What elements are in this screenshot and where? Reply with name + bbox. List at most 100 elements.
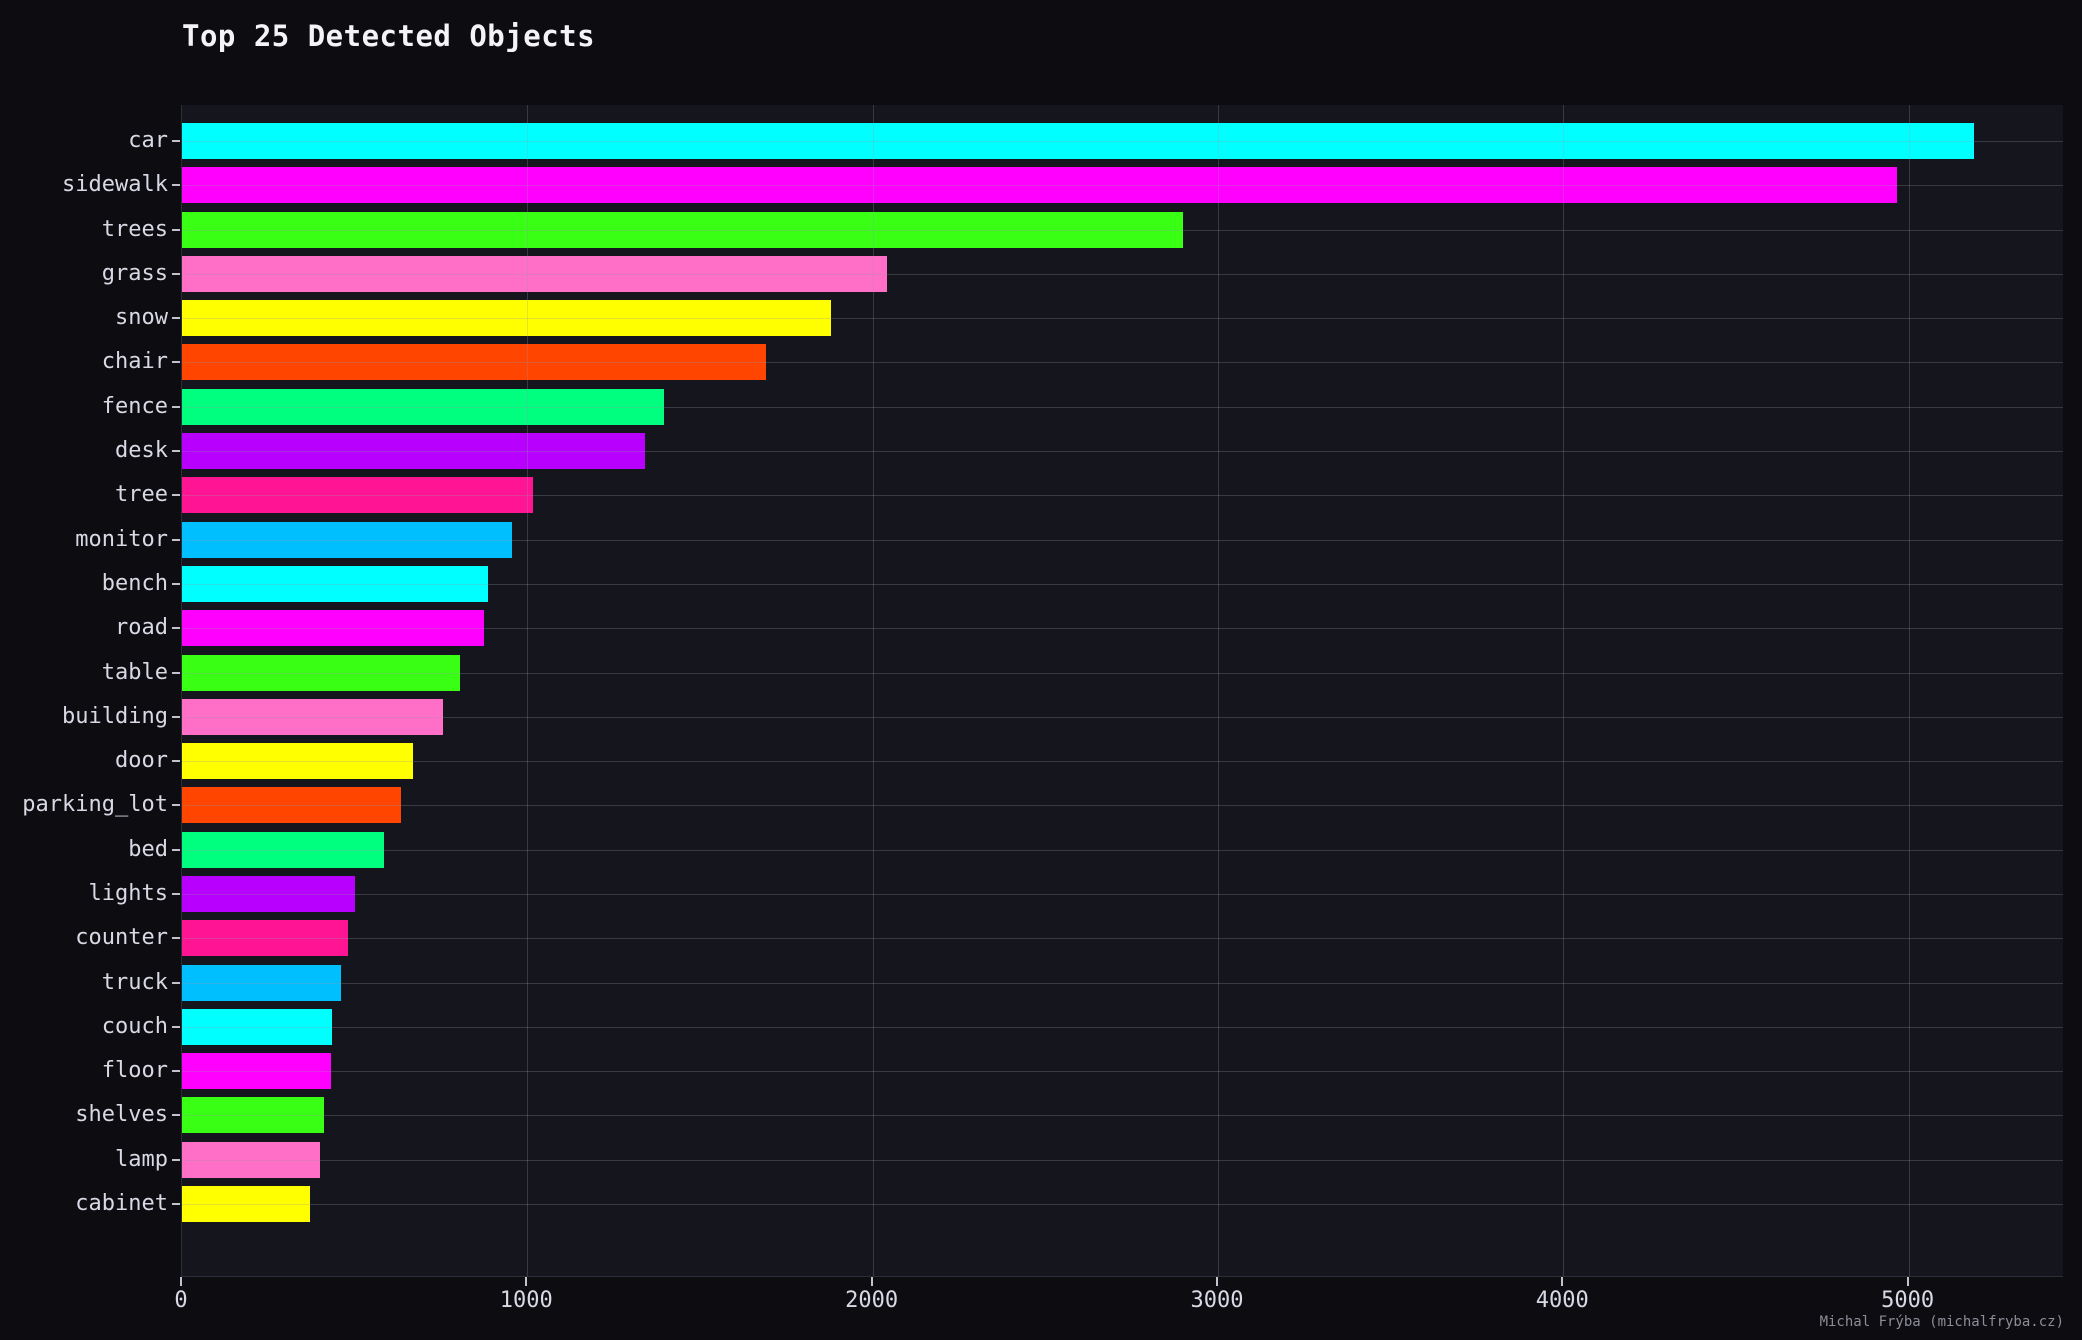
y-tick-mark — [172, 582, 180, 585]
vertical-gridline-5000 — [1908, 105, 1910, 1276]
y-tick-mark — [172, 1203, 180, 1205]
x-tick-label-4000: 4000 — [1535, 1288, 1589, 1313]
bar-shelves — [182, 1097, 324, 1134]
horizontal-gridline-snow — [182, 318, 2063, 320]
horizontal-gridline-sidewalk — [182, 185, 2063, 187]
y-tick-mark — [172, 715, 180, 718]
y-tick-label-tree: tree — [115, 482, 168, 508]
bar-desk — [182, 433, 645, 469]
y-tick-label-desk: desk — [115, 438, 168, 463]
bar-chair — [182, 344, 766, 381]
bar-car — [182, 123, 1975, 159]
horizontal-gridline-fence — [182, 406, 2063, 408]
bar-cabinet — [182, 1186, 310, 1222]
bar-tree — [182, 477, 533, 514]
attribution-text: Michal Frýba (michalfryba.cz) — [1819, 1314, 2064, 1330]
bar-bed — [182, 831, 384, 868]
y-tick-mark — [172, 228, 180, 231]
y-tick-label-fence: fence — [101, 393, 168, 419]
y-tick-label-car: car — [128, 128, 168, 153]
horizontal-gridline-shelves — [182, 1115, 2063, 1117]
bar-parking_lot — [182, 787, 402, 824]
x-tick-mark-0 — [180, 1277, 182, 1286]
y-tick-mark — [172, 804, 180, 807]
x-tick-mark-3000 — [1216, 1277, 1218, 1286]
horizontal-gridline-grass — [182, 273, 2063, 275]
bar-lamp — [182, 1141, 321, 1178]
y-tick-mark — [172, 405, 180, 408]
y-tick-mark — [172, 892, 180, 895]
y-tick-label-cabinet: cabinet — [75, 1191, 168, 1216]
y-tick-mark — [172, 184, 180, 187]
y-tick-label-road: road — [115, 615, 168, 641]
vertical-gridline-2000 — [872, 105, 874, 1276]
bar-trees — [182, 211, 1184, 248]
horizontal-gridline-door — [182, 761, 2063, 763]
horizontal-gridline-counter — [182, 938, 2063, 940]
bar-grass — [182, 255, 887, 292]
x-tick-mark-2000 — [870, 1277, 873, 1286]
x-tick-label-3000: 3000 — [1190, 1288, 1244, 1313]
horizontal-gridline-building — [182, 716, 2063, 718]
y-tick-mark — [172, 937, 180, 940]
bar-counter — [182, 920, 348, 957]
bar-road — [182, 610, 485, 647]
bar-sidewalk — [182, 167, 1897, 204]
horizontal-gridline-monitor — [182, 539, 2063, 541]
x-tick-mark-4000 — [1561, 1277, 1564, 1286]
bar-bench — [182, 565, 488, 602]
x-tick-mark-1000 — [525, 1277, 528, 1286]
plot-area — [181, 105, 2063, 1277]
bar-floor — [182, 1053, 331, 1090]
horizontal-gridline-truck — [182, 982, 2063, 984]
bar-couch — [182, 1008, 333, 1045]
y-tick-mark — [172, 981, 180, 984]
y-tick-mark — [172, 272, 180, 275]
x-tick-label-0: 0 — [174, 1288, 188, 1313]
y-tick-label-couch: couch — [101, 1013, 168, 1039]
y-tick-label-shelves: shelves — [75, 1102, 168, 1128]
bar-lights — [182, 875, 355, 912]
horizontal-gridline-lights — [182, 893, 2063, 895]
y-tick-mark — [172, 361, 180, 364]
y-tick-label-chair: chair — [101, 349, 168, 375]
vertical-gridline-4000 — [1563, 105, 1565, 1276]
y-tick-label-sidewalk: sidewalk — [62, 172, 168, 198]
horizontal-gridline-tree — [182, 495, 2063, 497]
y-tick-label-snow: snow — [115, 305, 168, 331]
y-tick-label-door: door — [115, 748, 168, 774]
bar-snow — [182, 300, 832, 337]
y-tick-label-building: building — [62, 703, 168, 729]
y-tick-mark — [172, 1070, 180, 1073]
y-tick-mark — [172, 671, 180, 674]
horizontal-gridline-lamp — [182, 1159, 2063, 1161]
bar-table — [182, 654, 460, 691]
y-tick-label-bed: bed — [128, 836, 168, 862]
y-tick-label-bench: bench — [101, 570, 168, 596]
x-tick-label-2000: 2000 — [845, 1288, 899, 1313]
bar-fence — [182, 388, 664, 425]
y-tick-label-trees: trees — [101, 216, 168, 242]
y-tick-mark — [172, 450, 180, 452]
bar-door — [182, 743, 414, 780]
y-tick-mark — [172, 140, 180, 142]
horizontal-gridline-bench — [182, 583, 2063, 585]
bar-building — [182, 698, 443, 735]
horizontal-gridline-cabinet — [182, 1204, 2063, 1205]
y-tick-mark — [172, 1025, 180, 1028]
horizontal-gridline-floor — [182, 1071, 2063, 1073]
y-tick-mark — [172, 627, 180, 630]
y-tick-mark — [172, 1158, 180, 1161]
horizontal-gridline-car — [182, 141, 2063, 142]
y-tick-mark — [172, 760, 180, 763]
x-tick-label-1000: 1000 — [499, 1288, 553, 1313]
y-tick-label-lamp: lamp — [115, 1146, 168, 1172]
y-tick-label-lights: lights — [88, 880, 168, 906]
horizontal-gridline-chair — [182, 362, 2063, 364]
y-tick-mark — [172, 848, 180, 851]
horizontal-gridline-road — [182, 628, 2063, 630]
y-tick-label-truck: truck — [101, 969, 168, 995]
horizontal-gridline-table — [182, 672, 2063, 674]
horizontal-gridline-trees — [182, 229, 2063, 231]
